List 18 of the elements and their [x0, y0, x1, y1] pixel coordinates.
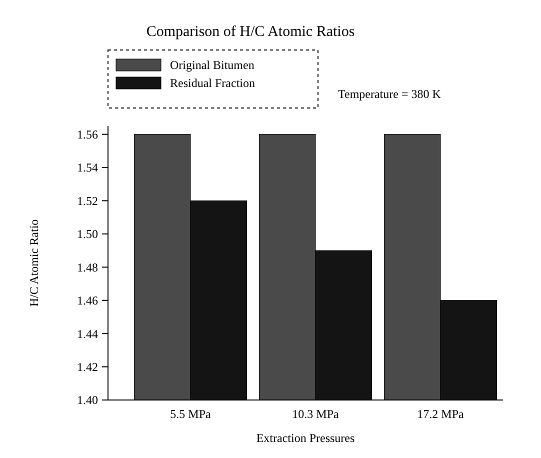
y-tick-label: 1.50 — [77, 227, 98, 242]
y-tick-label: 1.40 — [77, 393, 98, 408]
y-tick-label: 1.56 — [77, 128, 98, 142]
y-tick-label: 1.42 — [77, 360, 98, 374]
legend-label: Original Bitumen — [170, 58, 254, 72]
x-tick-label: 17.2 MPa — [417, 407, 465, 421]
y-tick-label: 1.52 — [77, 194, 98, 208]
y-axis-title: H/C Atomic Ratio — [27, 219, 41, 307]
legend-label: Residual Fraction — [170, 76, 255, 90]
x-tick-label: 10.3 MPa — [292, 407, 340, 421]
y-tick-label: 1.44 — [77, 326, 98, 341]
y-tick-label: 1.54 — [77, 160, 98, 175]
chart-title: Comparison of H/C Atomic Ratios — [146, 24, 355, 40]
text: Temperature = 380 K — [338, 87, 442, 101]
x-tick-label: 5.5 MPa — [170, 407, 212, 421]
y-tick-label: 1.48 — [77, 260, 98, 274]
x-axis-title: Extraction Pressures — [256, 431, 355, 445]
y-tick-label: 1.46 — [77, 294, 98, 308]
